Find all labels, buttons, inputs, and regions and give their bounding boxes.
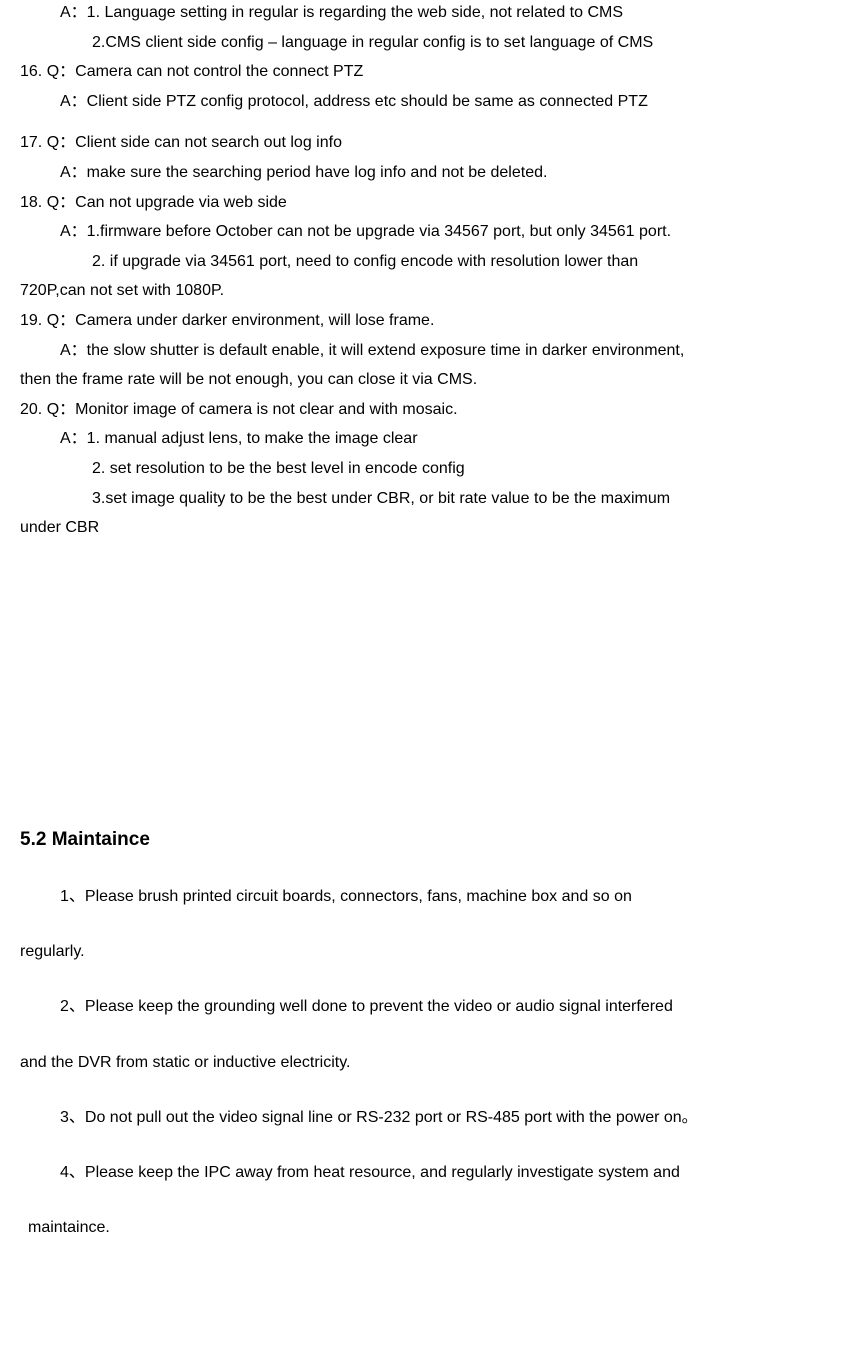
qa-question-line: 18. Q：Can not upgrade via web side: [20, 190, 839, 216]
qa-answer-line: then the frame rate will be not enough, …: [20, 367, 839, 393]
qa-answer-line: 720P,can not set with 1080P.: [20, 278, 839, 304]
qa-answer-line: under CBR: [20, 515, 839, 541]
spacer: [20, 118, 839, 130]
qa-answer-line: A：the slow shutter is default enable, it…: [20, 338, 839, 364]
maintenance-continuation: and the DVR from static or inductive ele…: [20, 1045, 839, 1080]
qa-answer-line: 3.set image quality to be the best under…: [20, 486, 839, 512]
section-heading: 5.2 Maintaince: [20, 825, 839, 855]
qa-answer-line: A：make sure the searching period have lo…: [20, 160, 839, 186]
qa-answer-line: A：1. manual adjust lens, to make the ima…: [20, 426, 839, 452]
spacer: [20, 545, 839, 825]
qa-answer-line: A：1. Language setting in regular is rega…: [20, 0, 839, 26]
qa-question-line: 19. Q：Camera under darker environment, w…: [20, 308, 839, 334]
qa-answer-line: 2.CMS client side config – language in r…: [20, 30, 839, 56]
qa-answer-line: 2. if upgrade via 34561 port, need to co…: [20, 249, 839, 275]
qa-question-line: 17. Q：Client side can not search out log…: [20, 130, 839, 156]
maintenance-item: 2、Please keep the grounding well done to…: [20, 989, 839, 1024]
qa-question-line: 20. Q：Monitor image of camera is not cle…: [20, 397, 839, 423]
qa-answer-line: 2. set resolution to be the best level i…: [20, 456, 839, 482]
qa-answer-line: A：Client side PTZ config protocol, addre…: [20, 89, 839, 115]
maintenance-continuation: regularly.: [20, 934, 839, 969]
maintenance-item: 4、Please keep the IPC away from heat res…: [20, 1155, 839, 1190]
maintenance-item: 1、Please brush printed circuit boards, c…: [20, 879, 839, 914]
maintenance-item: 3、Do not pull out the video signal line …: [20, 1100, 839, 1135]
qa-answer-line: A：1.firmware before October can not be u…: [20, 219, 839, 245]
maintenance-continuation: maintaince.: [20, 1210, 839, 1245]
qa-question-line: 16. Q：Camera can not control the connect…: [20, 59, 839, 85]
